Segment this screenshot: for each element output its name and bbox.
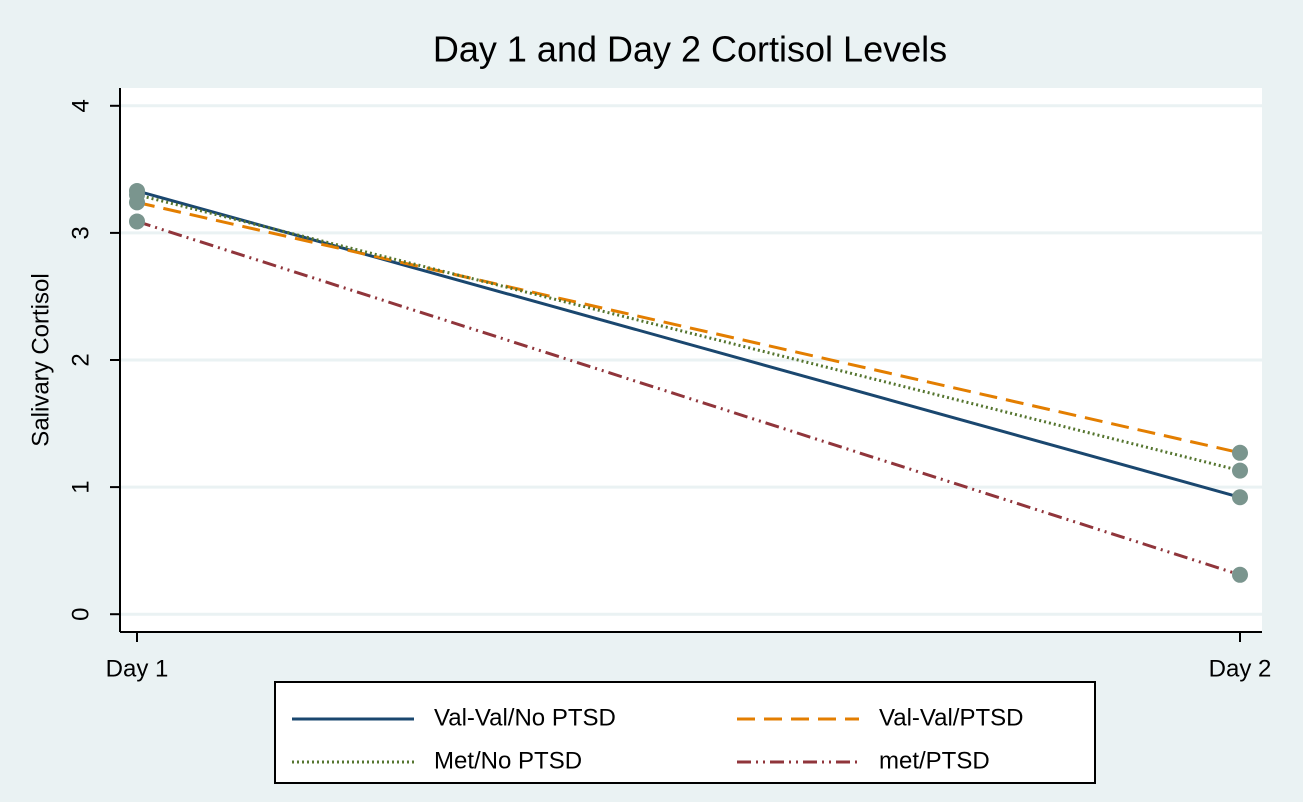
y-tick-label: 2: [67, 353, 94, 366]
x-tick-label: Day 2: [1209, 655, 1272, 682]
legend-label: Val-Val/PTSD: [879, 704, 1023, 731]
marker: [129, 213, 145, 230]
chart-title: Day 1 and Day 2 Cortisol Levels: [433, 29, 947, 70]
y-axis-label: Salivary Cortisol: [27, 273, 54, 446]
marker: [1232, 566, 1248, 583]
series-line: [136, 220, 1241, 577]
y-tick-label: 4: [67, 99, 94, 112]
marker: [129, 186, 145, 203]
marker: [1232, 462, 1248, 479]
marker: [1232, 444, 1248, 461]
y-tick-label: 0: [67, 608, 94, 621]
legend-label: Met/No PTSD: [434, 747, 582, 774]
y-tick-label: 3: [67, 226, 94, 239]
legend: [274, 681, 1096, 784]
legend-label: Val-Val/No PTSD: [434, 704, 616, 731]
series-line: [136, 189, 1241, 499]
marker: [1232, 489, 1248, 506]
legend-label: met/PTSD: [879, 747, 990, 774]
y-tick-label: 1: [67, 480, 94, 493]
x-tick-label: Day 1: [106, 655, 169, 682]
